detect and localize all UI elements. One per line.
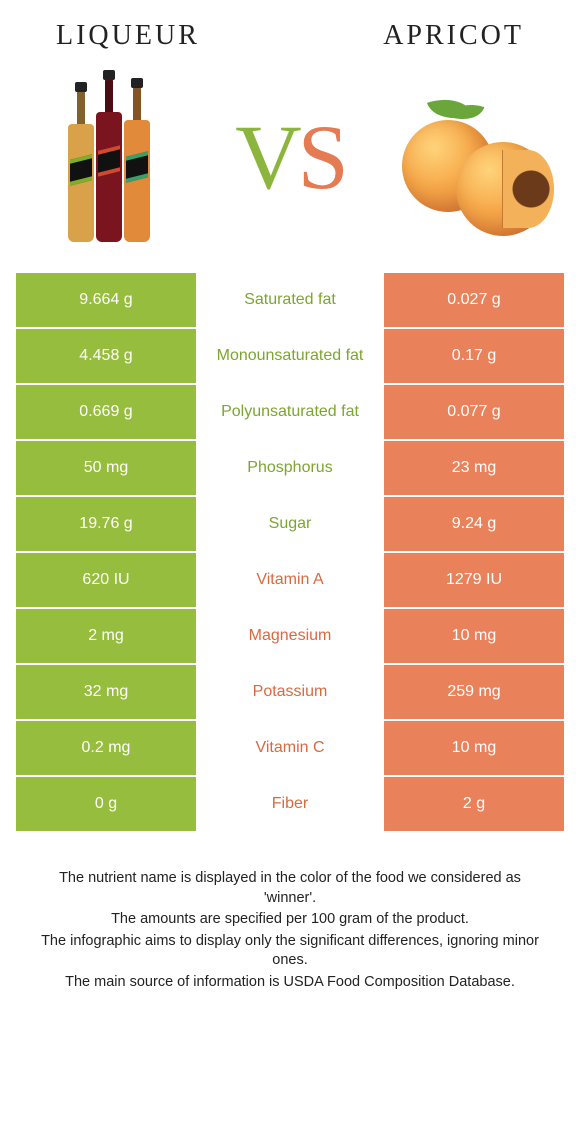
- right-value: 23 mg: [384, 441, 564, 495]
- vs-s: S: [298, 106, 345, 208]
- apricot-image: [396, 72, 546, 242]
- footnote-line: The main source of information is USDA F…: [36, 973, 544, 993]
- right-value: 10 mg: [384, 609, 564, 663]
- nutrient-label: Fiber: [196, 777, 384, 831]
- right-value: 0.077 g: [384, 385, 564, 439]
- nutrient-label: Potassium: [196, 665, 384, 719]
- right-value: 1279 IU: [384, 553, 564, 607]
- footnote-line: The nutrient name is displayed in the co…: [36, 869, 544, 908]
- right-value: 259 mg: [384, 665, 564, 719]
- table-row: 0 gFiber2 g: [16, 777, 564, 833]
- bottle-icon: [96, 112, 122, 242]
- left-food-title: LIQUEUR: [56, 20, 200, 52]
- left-value: 19.76 g: [16, 497, 196, 551]
- nutrient-table: 9.664 gSaturated fat0.027 g4.458 gMonoun…: [16, 272, 564, 833]
- nutrient-label: Vitamin A: [196, 553, 384, 607]
- liqueur-image: [34, 72, 184, 242]
- apricot-icon: [396, 102, 546, 242]
- nutrient-label: Vitamin C: [196, 721, 384, 775]
- left-value: 9.664 g: [16, 273, 196, 327]
- table-row: 620 IUVitamin A1279 IU: [16, 553, 564, 609]
- right-value: 9.24 g: [384, 497, 564, 551]
- vs-v: V: [235, 106, 297, 208]
- right-food-title: APRICOT: [383, 20, 524, 52]
- right-value: 0.17 g: [384, 329, 564, 383]
- left-value: 0.2 mg: [16, 721, 196, 775]
- nutrient-label: Monounsaturated fat: [196, 329, 384, 383]
- table-row: 19.76 gSugar9.24 g: [16, 497, 564, 553]
- left-value: 2 mg: [16, 609, 196, 663]
- nutrient-label: Sugar: [196, 497, 384, 551]
- left-value: 50 mg: [16, 441, 196, 495]
- table-row: 0.669 gPolyunsaturated fat0.077 g: [16, 385, 564, 441]
- footnote-line: The amounts are specified per 100 gram o…: [36, 910, 544, 930]
- comparison-infographic: LIQUEUR APRICOT VS 9.664 gSaturated fat0…: [0, 0, 580, 992]
- nutrient-label: Magnesium: [196, 609, 384, 663]
- nutrient-label: Saturated fat: [196, 273, 384, 327]
- nutrient-label: Polyunsaturated fat: [196, 385, 384, 439]
- table-row: 2 mgMagnesium10 mg: [16, 609, 564, 665]
- table-row: 0.2 mgVitamin C10 mg: [16, 721, 564, 777]
- hero-row: VS: [16, 62, 564, 272]
- table-row: 4.458 gMonounsaturated fat0.17 g: [16, 329, 564, 385]
- title-row: LIQUEUR APRICOT: [16, 20, 564, 62]
- left-value: 620 IU: [16, 553, 196, 607]
- left-value: 0 g: [16, 777, 196, 831]
- nutrient-label: Phosphorus: [196, 441, 384, 495]
- vs-label: VS: [235, 104, 345, 210]
- table-row: 9.664 gSaturated fat0.027 g: [16, 273, 564, 329]
- bottles-icon: [68, 112, 150, 242]
- table-row: 50 mgPhosphorus23 mg: [16, 441, 564, 497]
- bottle-icon: [68, 124, 94, 242]
- right-value: 10 mg: [384, 721, 564, 775]
- left-value: 4.458 g: [16, 329, 196, 383]
- right-value: 2 g: [384, 777, 564, 831]
- footnote-line: The infographic aims to display only the…: [36, 932, 544, 971]
- right-value: 0.027 g: [384, 273, 564, 327]
- left-value: 32 mg: [16, 665, 196, 719]
- apricot-half-icon: [456, 142, 550, 236]
- left-value: 0.669 g: [16, 385, 196, 439]
- bottle-icon: [124, 120, 150, 242]
- table-row: 32 mgPotassium259 mg: [16, 665, 564, 721]
- footnotes: The nutrient name is displayed in the co…: [16, 833, 564, 992]
